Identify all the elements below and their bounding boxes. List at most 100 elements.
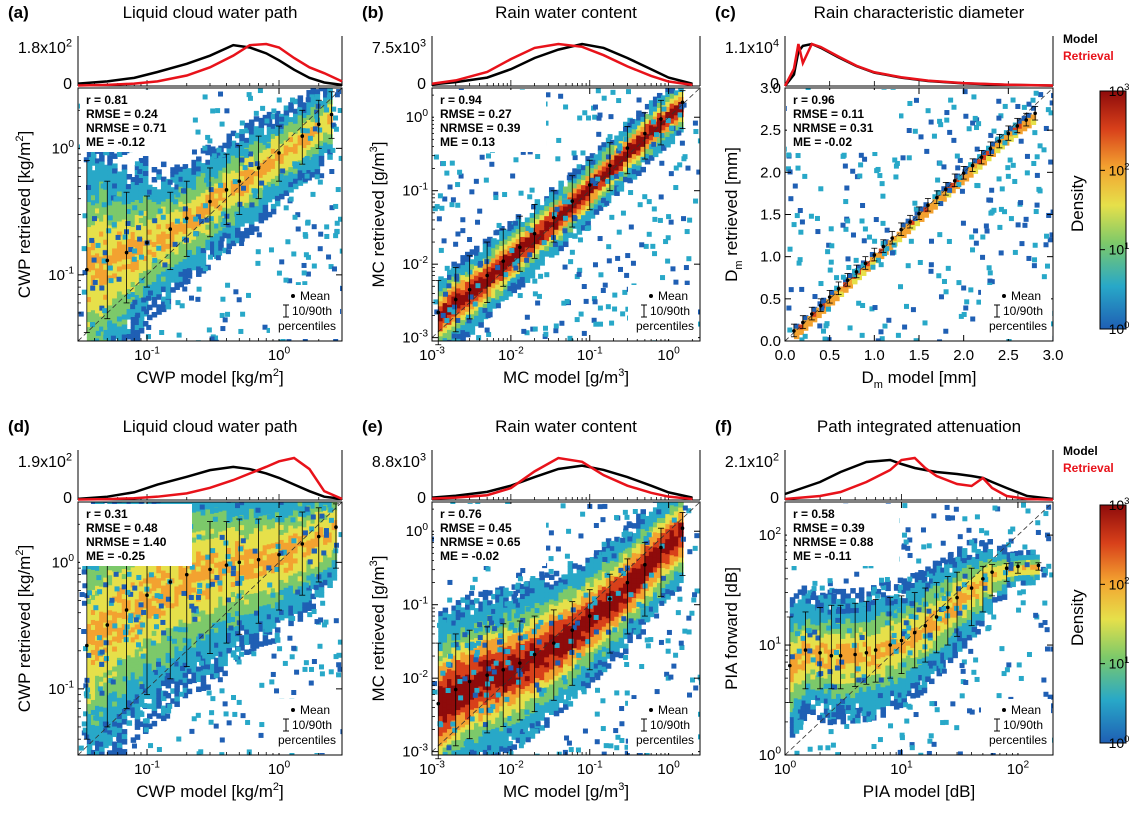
density-cell <box>126 585 133 591</box>
density-cell <box>99 757 105 763</box>
density-cell <box>121 319 128 326</box>
density-cell <box>648 135 655 141</box>
density-cell <box>142 613 149 619</box>
density-cell <box>210 191 216 197</box>
density-cell <box>216 158 222 164</box>
density-cell <box>270 193 277 200</box>
density-cell <box>460 325 466 331</box>
density-cell <box>86 277 93 283</box>
density-cell <box>438 336 444 341</box>
density-cell <box>318 88 325 92</box>
density-cell <box>99 746 105 753</box>
density-cell <box>585 201 591 207</box>
density-cell <box>116 597 123 604</box>
density-cell <box>580 220 587 226</box>
density-cell <box>178 674 185 681</box>
density-cell <box>297 175 304 181</box>
density-cell <box>295 282 301 288</box>
density-cell <box>475 219 481 225</box>
density-cell <box>819 305 825 311</box>
density-cell <box>656 147 663 154</box>
density-cell <box>191 234 197 241</box>
density-cell <box>86 624 93 630</box>
density-cell <box>438 316 444 322</box>
density-cell <box>182 214 189 220</box>
density-cell <box>135 312 141 318</box>
density-cell <box>112 701 118 708</box>
density-cell <box>121 304 128 311</box>
density-cell <box>963 113 969 119</box>
hist-max-label: 1.1x104 <box>725 37 779 57</box>
density-cell <box>561 199 567 205</box>
density-cell <box>126 695 133 701</box>
density-cell <box>968 167 974 173</box>
density-cell <box>656 112 663 119</box>
density-cell <box>126 565 133 571</box>
density-cell <box>130 712 137 718</box>
density-cell <box>843 199 849 205</box>
density-cell <box>519 241 526 248</box>
density-cell <box>450 268 456 274</box>
density-cell <box>142 216 149 222</box>
density-cell <box>160 211 167 218</box>
density-cell <box>660 135 667 141</box>
density-cell <box>166 458 172 464</box>
density-cell <box>1030 105 1036 111</box>
density-cell <box>107 615 113 621</box>
density-cell <box>446 299 453 306</box>
density-cell <box>142 658 149 664</box>
x-tick-label: 1.0 <box>864 347 885 364</box>
density-cell <box>678 92 684 98</box>
density-cell <box>960 220 966 226</box>
density-cell <box>107 305 113 311</box>
density-cell <box>95 303 101 309</box>
density-cell <box>614 160 620 166</box>
density-cell <box>248 179 255 186</box>
density-cell <box>859 218 865 224</box>
density-cell <box>99 716 105 723</box>
density-cell <box>196 156 202 162</box>
density-cell <box>553 244 560 251</box>
density-cell <box>327 139 333 145</box>
density-cell <box>329 205 335 211</box>
density-cell <box>258 212 265 219</box>
density-cell <box>116 702 123 709</box>
density-cell <box>503 239 509 246</box>
density-cell <box>174 244 180 250</box>
density-cell <box>266 181 273 188</box>
density-cell <box>535 300 541 306</box>
density-cell <box>834 295 840 302</box>
density-cell <box>95 700 101 707</box>
density-cell <box>90 654 97 661</box>
density-cell <box>121 274 128 281</box>
density-cell <box>134 215 141 221</box>
density-cell <box>914 220 921 227</box>
density-cell <box>285 239 291 245</box>
density-cell <box>989 187 995 193</box>
density-cell <box>622 146 629 153</box>
density-cell <box>174 466 180 472</box>
density-cell <box>147 713 153 720</box>
density-cell <box>297 107 303 113</box>
density-cell <box>112 686 118 693</box>
density-cell <box>160 296 167 303</box>
density-cell <box>640 151 646 158</box>
density-cell <box>95 238 101 244</box>
density-cell <box>95 188 101 194</box>
density-cell <box>91 360 97 366</box>
density-cell <box>262 189 269 196</box>
density-cell <box>253 156 260 162</box>
density-cell <box>99 611 105 618</box>
heatmap-b <box>432 88 700 341</box>
mean-point <box>300 134 305 138</box>
density-cell <box>161 486 167 492</box>
density-cell <box>534 224 541 230</box>
density-cell <box>956 182 962 188</box>
density-cell <box>323 88 329 94</box>
density-cell <box>474 260 480 267</box>
density-cell <box>265 143 271 149</box>
density-cell <box>126 640 133 646</box>
density-cell <box>239 231 245 237</box>
density-cell <box>99 736 105 743</box>
density-cell <box>791 222 797 228</box>
